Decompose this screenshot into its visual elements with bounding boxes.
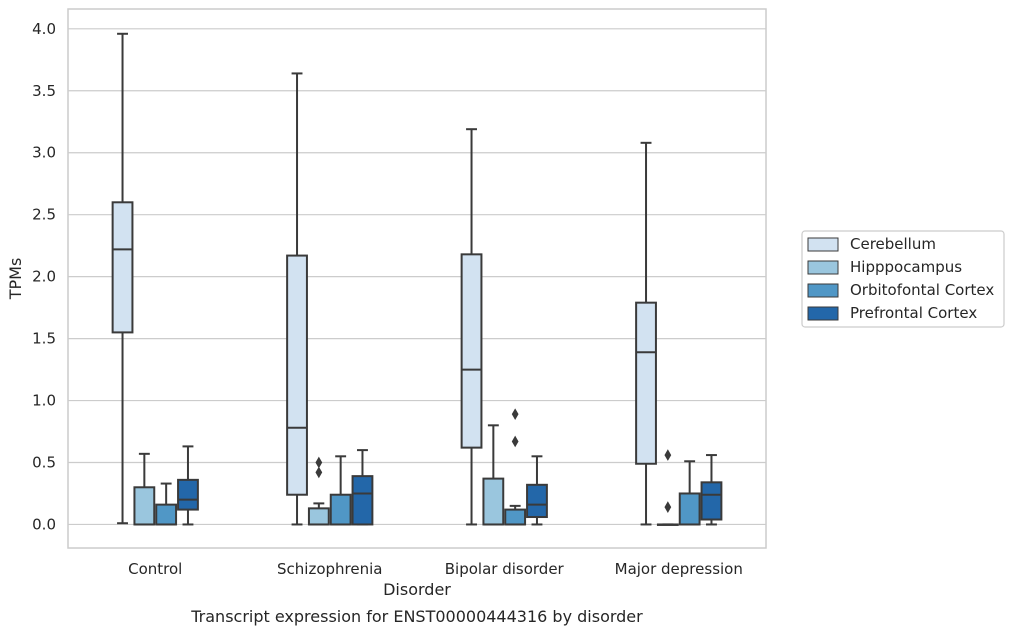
figure-caption: Transcript expression for ENST0000044431… <box>190 607 643 626</box>
box-prefrontal-cortex <box>177 445 199 526</box>
y-tick-label: 3.0 <box>32 144 56 162</box>
box-iqr <box>700 481 723 521</box>
box-orbitofontal-cortex <box>504 408 527 526</box>
legend-label: Orbitofontal Cortex <box>850 281 994 299</box>
box-cerebellum <box>111 32 134 525</box>
legend-swatch <box>807 283 839 298</box>
y-tick-label: 1.5 <box>32 330 56 348</box>
box-iqr <box>635 301 657 465</box>
y-tick-label: 2.5 <box>32 206 56 224</box>
outlier-point <box>315 466 323 479</box>
x-tick-label: Schizophrenia <box>277 560 382 578</box>
outlier-point <box>511 435 519 448</box>
box-iqr <box>678 492 701 526</box>
box-iqr <box>111 201 134 334</box>
y-tick-label: 4.0 <box>32 20 56 38</box>
legend-frame <box>801 230 1005 328</box>
legend: Cerebellum Hipppocampus Orbitofontal Corte… <box>801 230 1005 328</box>
legend-label: Prefrontal Cortex <box>850 304 977 322</box>
box-prefrontal-cortex <box>526 455 548 526</box>
y-tick-label: 1.0 <box>32 392 56 410</box>
plot-frame <box>67 8 767 549</box>
box-hipppocampus <box>482 424 505 526</box>
outlier-point <box>664 501 672 513</box>
box-iqr <box>460 253 483 449</box>
x-tick-label: Major depression <box>615 560 743 578</box>
box-iqr <box>504 508 527 526</box>
y-tick-label: 2.0 <box>32 268 56 286</box>
outlier-point <box>664 449 672 461</box>
outlier-point <box>511 408 519 421</box>
x-tick-label: Bipolar disorder <box>445 560 565 578</box>
x-axis-label: Disorder <box>383 580 451 599</box>
box-cerebellum <box>460 128 483 526</box>
legend-swatch <box>807 260 839 275</box>
box-iqr <box>482 477 505 526</box>
box-orbitofontal-cortex <box>329 455 352 526</box>
y-tick-label: 0.5 <box>32 454 56 472</box>
box-orbitofontal-cortex <box>678 460 701 526</box>
box-iqr <box>155 503 178 526</box>
legend-label: Cerebellum <box>850 235 936 253</box>
y-tick-label: 0.0 <box>32 515 56 533</box>
box-prefrontal-cortex <box>700 454 723 526</box>
box-iqr <box>351 475 374 526</box>
legend-label: Hipppocampus <box>850 258 962 276</box>
box-iqr <box>286 254 308 496</box>
y-tick-label: 3.5 <box>32 82 56 100</box>
box-iqr <box>177 478 199 511</box>
box-cerebellum <box>286 72 308 526</box>
box-cerebellum <box>635 141 657 526</box>
box-iqr <box>526 483 548 519</box>
box-iqr <box>329 493 352 526</box>
box-hipppocampus <box>656 449 679 526</box>
box-orbitofontal-cortex <box>155 482 178 526</box>
box-hipppocampus <box>307 456 330 526</box>
legend-swatch <box>807 306 839 321</box>
y-axis-label: TPMs <box>6 258 25 301</box>
box-prefrontal-cortex <box>351 449 374 526</box>
x-tick-label: Control <box>128 560 182 578</box>
outlier-point <box>315 456 323 469</box>
box-hipppocampus <box>133 452 156 526</box>
box-iqr <box>133 486 156 526</box>
box-iqr <box>307 507 330 526</box>
legend-swatch <box>807 237 839 252</box>
